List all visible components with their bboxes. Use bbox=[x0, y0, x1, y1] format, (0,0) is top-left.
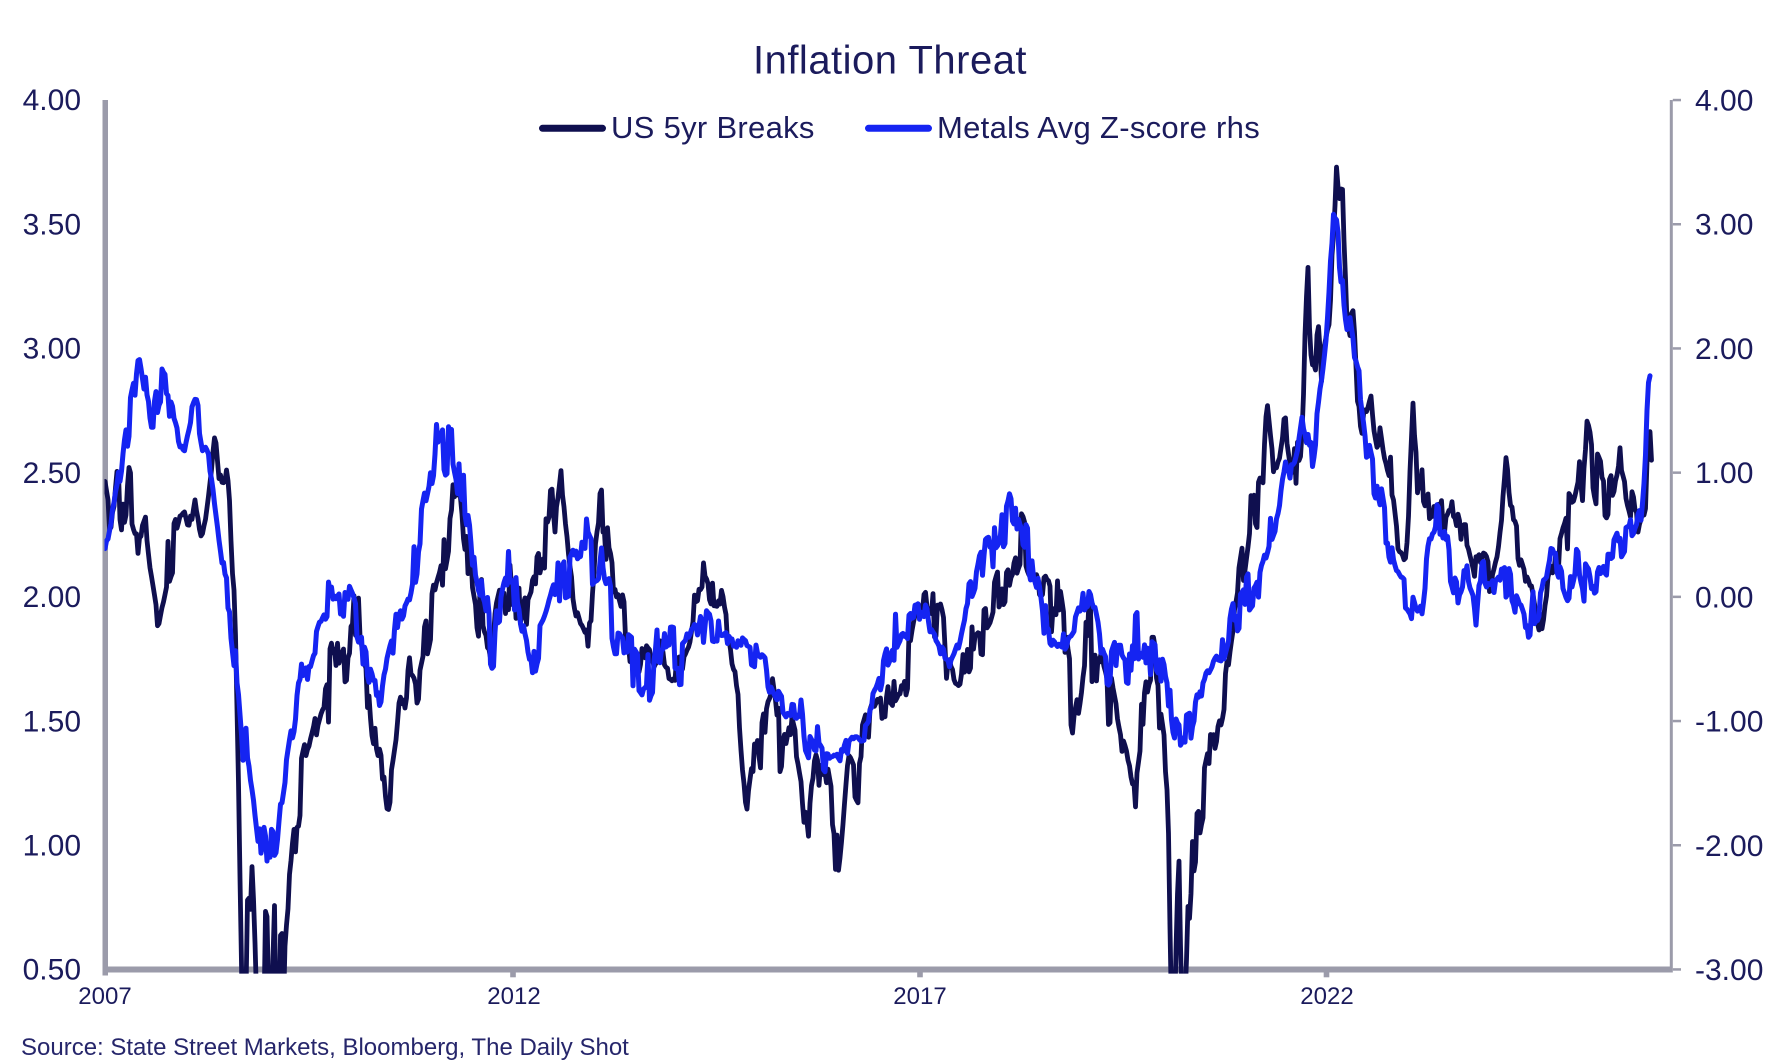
svg-text:-3.00: -3.00 bbox=[1695, 954, 1763, 987]
svg-text:US 5yr Breaks: US 5yr Breaks bbox=[611, 110, 815, 145]
svg-text:0.00: 0.00 bbox=[1695, 581, 1753, 614]
svg-text:3.50: 3.50 bbox=[23, 208, 81, 241]
svg-text:1.00: 1.00 bbox=[23, 830, 81, 863]
svg-text:0.50: 0.50 bbox=[23, 954, 81, 987]
svg-text:4.00: 4.00 bbox=[1695, 85, 1753, 118]
svg-text:1.00: 1.00 bbox=[1695, 457, 1753, 490]
svg-text:Metals Avg Z-score rhs: Metals Avg Z-score rhs bbox=[937, 110, 1260, 145]
svg-text:2017: 2017 bbox=[893, 983, 946, 1010]
svg-text:1.50: 1.50 bbox=[23, 705, 81, 738]
svg-text:2022: 2022 bbox=[1300, 983, 1353, 1010]
svg-text:4.00: 4.00 bbox=[23, 84, 81, 117]
svg-text:-2.00: -2.00 bbox=[1695, 830, 1763, 863]
svg-text:2.00: 2.00 bbox=[23, 581, 81, 614]
svg-text:Source: State Street Markets,: Source: State Street Markets, Bloomberg,… bbox=[21, 1034, 629, 1061]
svg-text:2007: 2007 bbox=[78, 983, 131, 1010]
svg-text:3.00: 3.00 bbox=[1695, 209, 1753, 242]
svg-text:Inflation Threat: Inflation Threat bbox=[753, 39, 1027, 83]
svg-text:3.00: 3.00 bbox=[23, 333, 81, 366]
svg-text:-1.00: -1.00 bbox=[1695, 706, 1763, 739]
svg-text:2.50: 2.50 bbox=[23, 457, 81, 490]
svg-text:2012: 2012 bbox=[487, 983, 540, 1010]
svg-text:2.00: 2.00 bbox=[1695, 333, 1753, 366]
